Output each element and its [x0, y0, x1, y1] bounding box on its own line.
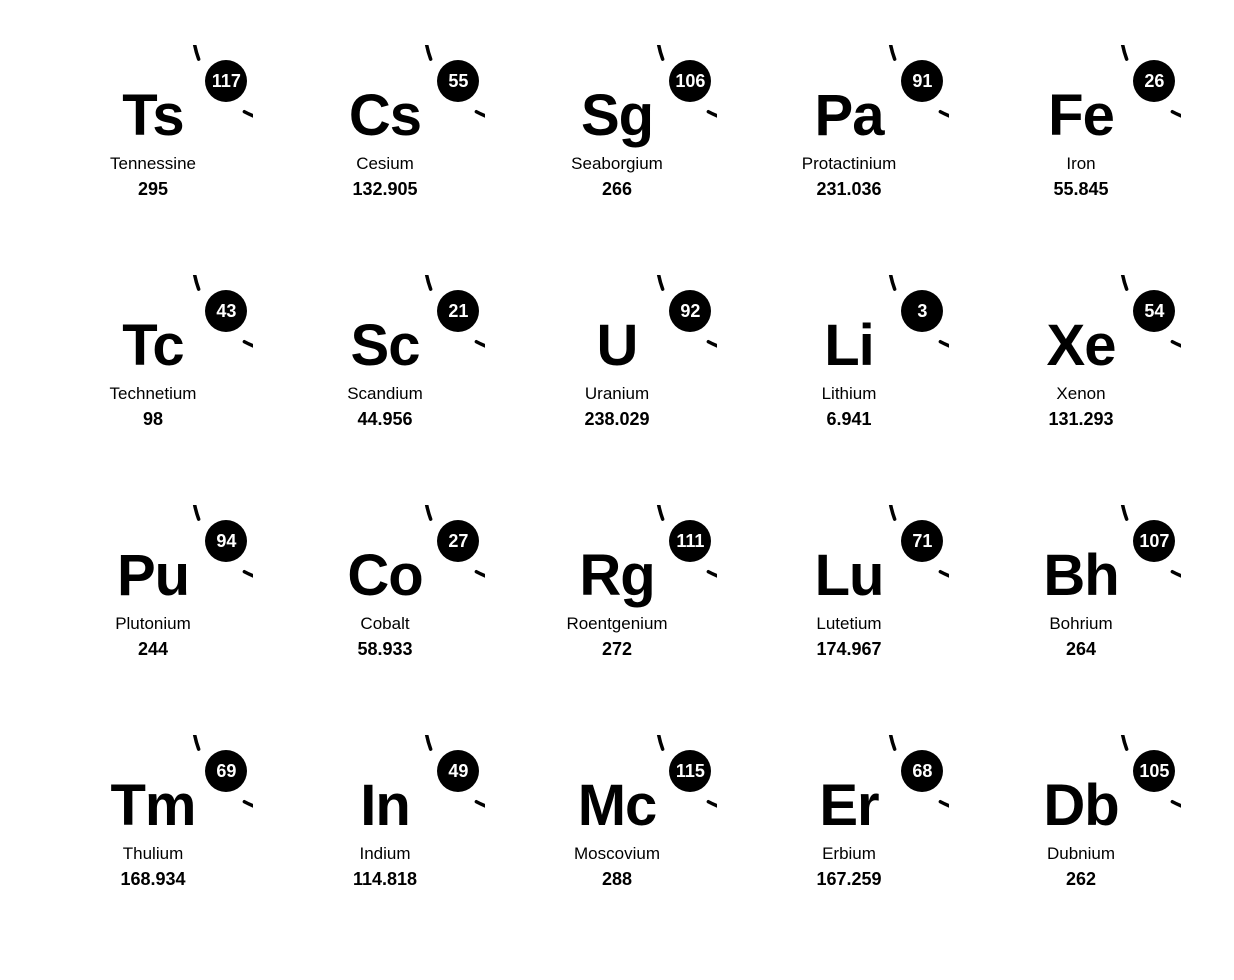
element-card: 105DbDubnium262 — [981, 735, 1181, 935]
element-card: 49InIndium114.818 — [285, 735, 485, 935]
element-card: 69TmThulium168.934 — [53, 735, 253, 935]
element-card: 3LiLithium6.941 — [749, 275, 949, 475]
element-card: 54XeXenon131.293 — [981, 275, 1181, 475]
element-card: 21ScScandium44.956 — [285, 275, 485, 475]
element-card: 115McMoscovium288 — [517, 735, 717, 935]
element-card: 71LuLutetium174.967 — [749, 505, 949, 705]
element-card: 111RgRoentgenium272 — [517, 505, 717, 705]
element-card: 94PuPlutonium244 — [53, 505, 253, 705]
periodic-element-grid: 117TsTennessine29555CsCesium132.905106Sg… — [13, 5, 1221, 975]
element-card: 43TcTechnetium98 — [53, 275, 253, 475]
element-card: 68ErErbium167.259 — [749, 735, 949, 935]
element-card: 26FeIron55.845 — [981, 45, 1181, 245]
element-card: 91PaProtactinium231.036 — [749, 45, 949, 245]
element-card: 117TsTennessine295 — [53, 45, 253, 245]
element-card: 106SgSeaborgium266 — [517, 45, 717, 245]
element-card: 107BhBohrium264 — [981, 505, 1181, 705]
element-card: 55CsCesium132.905 — [285, 45, 485, 245]
element-card: 27CoCobalt58.933 — [285, 505, 485, 705]
element-card: 92UUranium238.029 — [517, 275, 717, 475]
